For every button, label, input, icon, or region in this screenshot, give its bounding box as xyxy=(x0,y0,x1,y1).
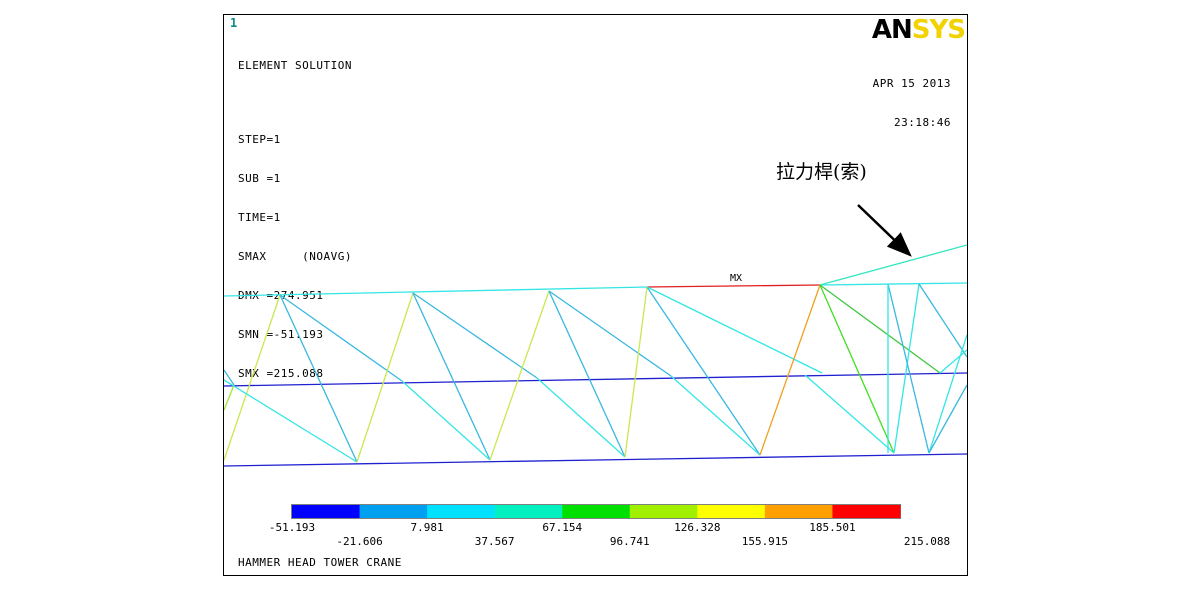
info-line: STEP=1 xyxy=(238,133,281,146)
info-line: ELEMENT SOLUTION xyxy=(238,59,352,72)
web-member xyxy=(670,375,761,456)
legend-swatch xyxy=(292,505,361,518)
legend-swatch xyxy=(697,505,766,518)
legend-label-top: 7.981 xyxy=(410,521,444,534)
web-member xyxy=(224,379,358,463)
date-text: APR 15 2013 xyxy=(872,77,951,90)
web-members xyxy=(224,369,235,386)
web-member xyxy=(646,286,761,456)
time-text: 23:18:46 xyxy=(894,116,951,129)
legend-label-bottom: 215.088 xyxy=(903,535,951,548)
legend-label-top: 126.328 xyxy=(674,521,721,534)
web-member xyxy=(893,283,920,454)
web-member xyxy=(548,290,672,377)
legend-label-bottom: -21.606 xyxy=(336,535,383,548)
top-chord xyxy=(819,282,967,286)
web-member xyxy=(224,384,235,411)
web-member xyxy=(819,284,895,454)
web-member xyxy=(536,377,626,458)
graphics-window[interactable]: 1 ANSYS ELEMENT SOLUTION STEP=1 SUB =1 T… xyxy=(223,14,968,576)
bottom-chord xyxy=(224,453,967,467)
web-member xyxy=(489,290,550,461)
max-marker: MX xyxy=(730,273,742,284)
legend-swatch xyxy=(764,505,833,518)
truss-plot: MX xyxy=(224,204,967,519)
web-member xyxy=(646,286,823,374)
legend-swatch xyxy=(359,505,428,518)
web-member xyxy=(624,286,648,458)
ansys-logo: ANSYS xyxy=(871,15,966,45)
middle-chord xyxy=(224,372,967,387)
web-member xyxy=(918,283,967,358)
web-member xyxy=(887,283,930,454)
legend-label-bottom: 37.567 xyxy=(474,535,515,548)
legend-bar xyxy=(291,504,901,519)
info-line: SUB =1 xyxy=(238,172,281,185)
info-line: DMX =274.951 xyxy=(238,289,324,302)
top-chord xyxy=(224,286,648,297)
web-member xyxy=(401,380,491,461)
web-member xyxy=(412,292,491,461)
cable-annotation: 拉力桿(索) xyxy=(776,161,867,183)
legend-label-bottom: 155.915 xyxy=(741,535,789,548)
web-member xyxy=(759,284,821,456)
info-line: TIME=1 xyxy=(238,211,281,224)
legend-swatch xyxy=(562,505,631,518)
web-member xyxy=(928,384,967,454)
legend-swatch xyxy=(494,505,563,518)
info-line: SMX =215.088 xyxy=(238,367,324,380)
legend-label-top: 185.501 xyxy=(809,521,856,534)
legend-label-top: 67.154 xyxy=(542,521,583,534)
legend-label-top: -51.193 xyxy=(268,521,316,534)
web-member xyxy=(224,294,281,461)
web-member xyxy=(412,292,538,379)
web-member xyxy=(939,349,967,374)
web-member xyxy=(804,374,895,454)
legend-label-bottom: 96.741 xyxy=(609,535,650,548)
annotation-arrow xyxy=(857,204,912,257)
web-member xyxy=(356,292,414,463)
model-title: HAMMER HEAD TOWER CRANE xyxy=(238,556,402,569)
window-number: 1 xyxy=(230,16,238,30)
legend-swatch xyxy=(629,505,698,518)
web-member xyxy=(548,290,626,458)
date-time: APR 15 2013 23:18:46 xyxy=(873,51,951,155)
top-chord-max xyxy=(646,284,821,288)
web-member xyxy=(279,294,358,463)
info-line: SMN =-51.193 xyxy=(238,328,324,341)
tension-cable xyxy=(819,244,967,286)
web-member xyxy=(819,284,941,374)
legend-swatch xyxy=(427,505,496,518)
web-member xyxy=(279,294,403,382)
legend-swatch xyxy=(832,505,901,518)
solution-info: ELEMENT SOLUTION STEP=1 SUB =1 TIME=1 SM… xyxy=(238,33,352,406)
info-line: SMAX (NOAVG) xyxy=(238,250,352,263)
